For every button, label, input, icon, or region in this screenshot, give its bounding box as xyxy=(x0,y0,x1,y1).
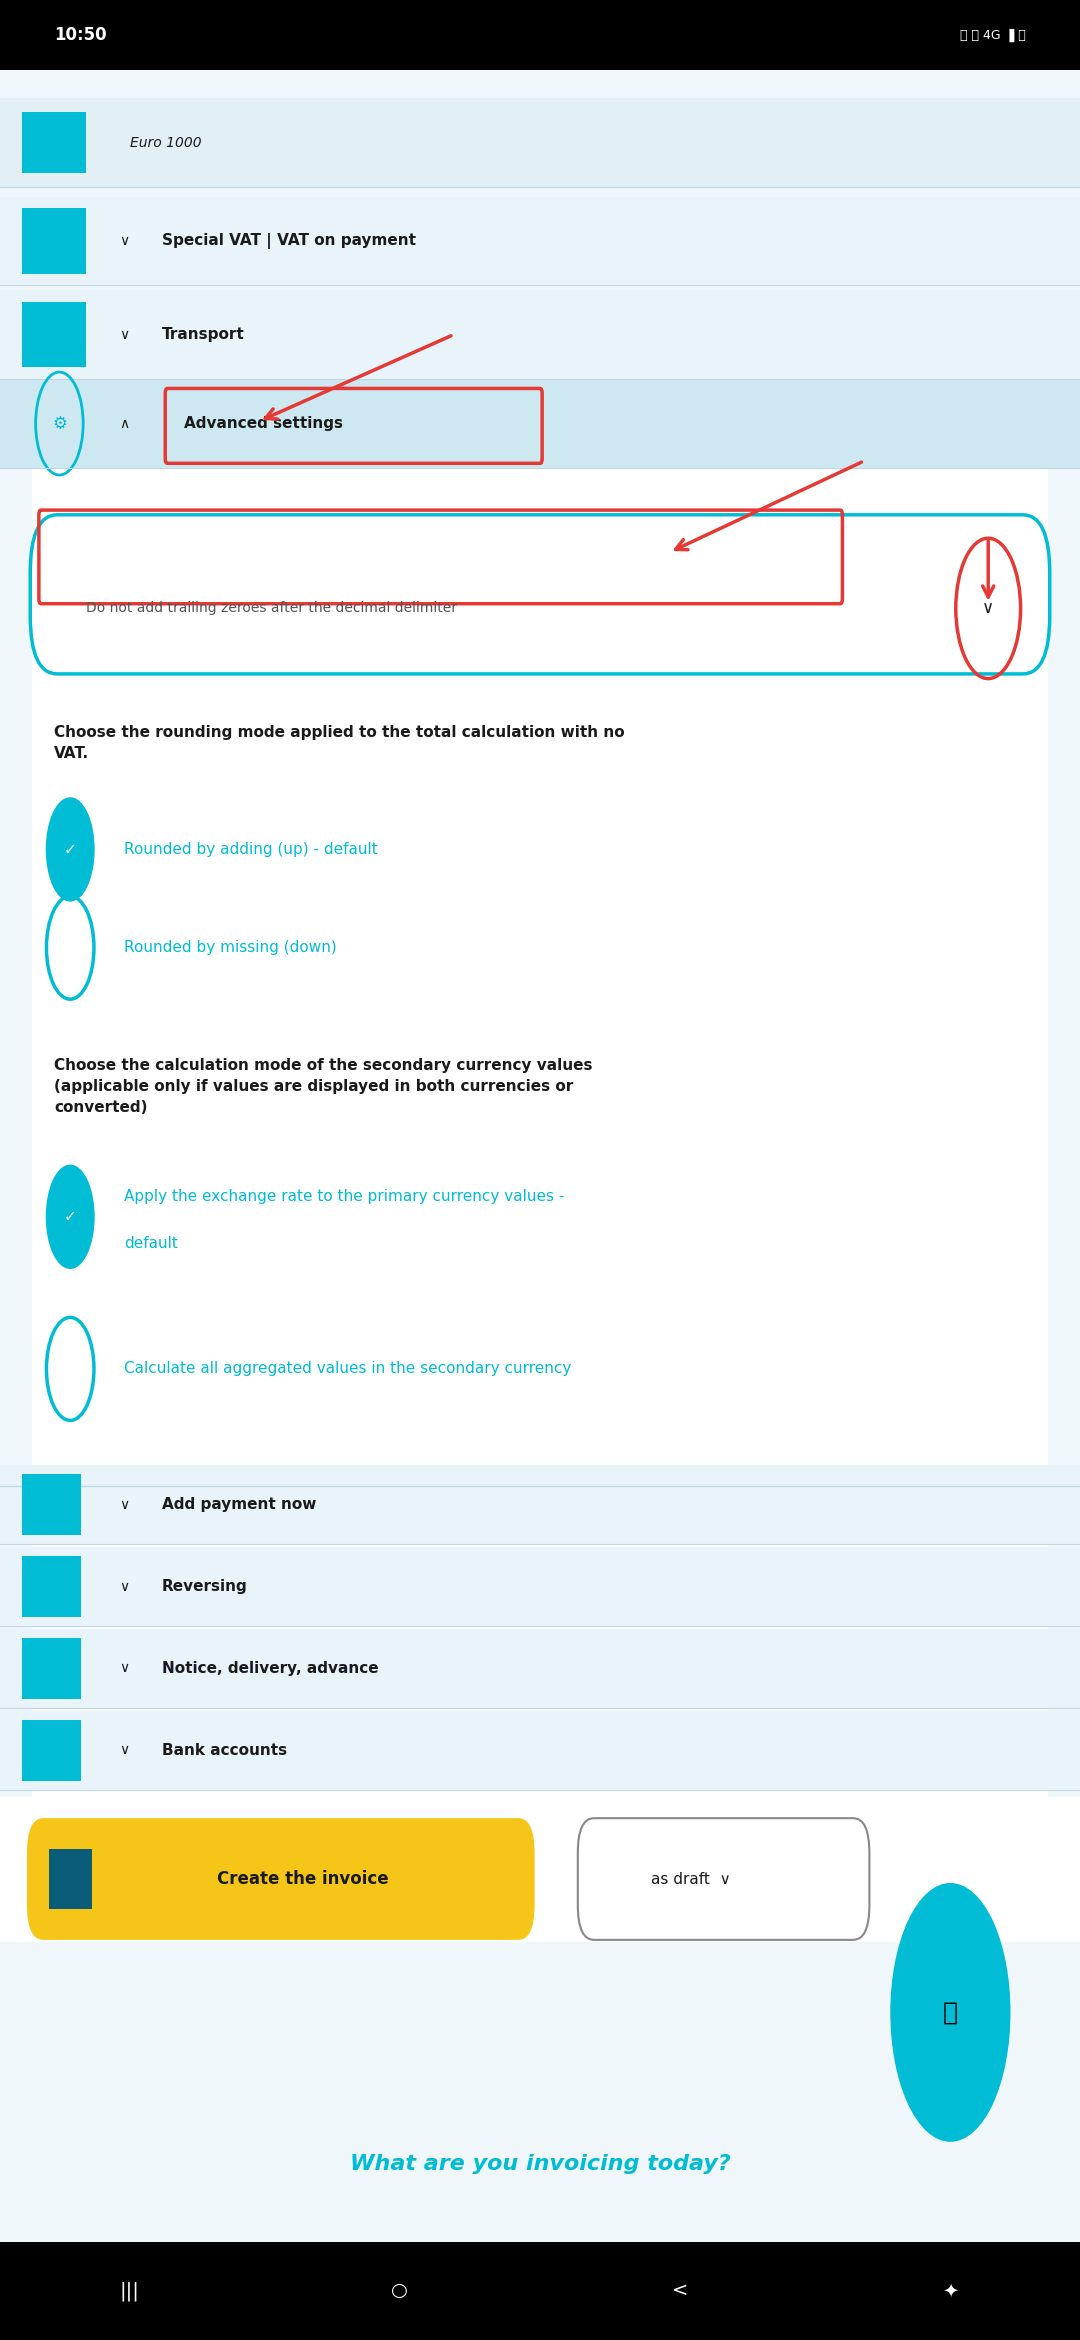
Text: ∨: ∨ xyxy=(119,234,129,248)
Text: ∨: ∨ xyxy=(119,1498,129,1512)
Bar xyxy=(0,98,1080,187)
Bar xyxy=(22,112,86,173)
Text: ∨: ∨ xyxy=(119,328,129,342)
FancyBboxPatch shape xyxy=(578,1818,869,1940)
Text: 💬: 💬 xyxy=(943,2001,958,2024)
Text: ∨: ∨ xyxy=(119,1580,129,1594)
Bar xyxy=(0,1629,1080,1708)
Text: ⚙: ⚙ xyxy=(52,414,67,433)
Text: What are you invoicing today?: What are you invoicing today? xyxy=(350,2155,730,2174)
Bar xyxy=(0,1547,1080,1626)
Text: Rounded by missing (down): Rounded by missing (down) xyxy=(124,941,337,955)
Text: ✓: ✓ xyxy=(64,842,77,856)
Text: 🔔 🔇 4G ▐ 🔋: 🔔 🔇 4G ▐ 🔋 xyxy=(960,28,1026,42)
Bar xyxy=(22,208,86,274)
Text: ∨: ∨ xyxy=(119,1743,129,1757)
Text: Numeric format of quantity values in documents: Numeric format of quantity values in doc… xyxy=(54,550,471,564)
Text: ○: ○ xyxy=(391,2282,408,2300)
Bar xyxy=(22,1720,81,1781)
Bar xyxy=(22,302,86,367)
Text: Notice, delivery, advance: Notice, delivery, advance xyxy=(162,1661,379,1675)
Text: Advanced settings: Advanced settings xyxy=(184,417,342,431)
Text: ∧: ∧ xyxy=(119,417,129,431)
Circle shape xyxy=(46,1165,94,1268)
Text: ✦: ✦ xyxy=(942,2282,959,2300)
Bar xyxy=(32,468,1048,1919)
Bar xyxy=(0,0,1080,70)
Text: Transport: Transport xyxy=(162,328,245,342)
Text: ∨: ∨ xyxy=(119,1661,129,1675)
Bar xyxy=(0,197,1080,285)
Text: ∨: ∨ xyxy=(982,599,995,618)
Bar xyxy=(22,1474,81,1535)
Bar xyxy=(49,1849,92,1909)
Text: as draft  ∨: as draft ∨ xyxy=(651,1872,731,1886)
Text: Bank accounts: Bank accounts xyxy=(162,1743,287,1757)
FancyBboxPatch shape xyxy=(27,1818,535,1940)
Text: Do not add trailing zeroes after the decimal delimiter: Do not add trailing zeroes after the dec… xyxy=(86,601,458,615)
FancyBboxPatch shape xyxy=(30,515,1050,674)
Text: Choose the calculation mode of the secondary currency values
(applicable only if: Choose the calculation mode of the secon… xyxy=(54,1058,593,1114)
Text: 10:50: 10:50 xyxy=(54,26,107,44)
Text: <: < xyxy=(672,2282,689,2300)
Text: ✓: ✓ xyxy=(64,1210,77,1224)
Bar xyxy=(0,2242,1080,2340)
Circle shape xyxy=(46,798,94,901)
Text: |||: ||| xyxy=(120,2282,139,2300)
Bar xyxy=(0,1797,1080,1942)
Bar xyxy=(0,290,1080,379)
Bar xyxy=(0,379,1080,468)
Circle shape xyxy=(891,1884,1010,2141)
Text: Create the invoice: Create the invoice xyxy=(217,1870,388,1888)
Text: Reversing: Reversing xyxy=(162,1580,247,1594)
Text: Calculate all aggregated values in the secondary currency: Calculate all aggregated values in the s… xyxy=(124,1362,571,1376)
Text: Apply the exchange rate to the primary currency values -: Apply the exchange rate to the primary c… xyxy=(124,1189,565,1203)
Text: Choose the rounding mode applied to the total calculation with no
VAT.: Choose the rounding mode applied to the … xyxy=(54,725,624,760)
Bar xyxy=(22,1638,81,1699)
Text: Euro 1000: Euro 1000 xyxy=(130,136,201,150)
Bar xyxy=(0,1465,1080,1544)
Text: Special VAT | VAT on payment: Special VAT | VAT on payment xyxy=(162,234,416,248)
Text: Rounded by adding (up) - default: Rounded by adding (up) - default xyxy=(124,842,378,856)
Bar xyxy=(22,1556,81,1617)
Text: Add payment now: Add payment now xyxy=(162,1498,316,1512)
Text: default: default xyxy=(124,1236,178,1250)
Bar xyxy=(0,1711,1080,1790)
